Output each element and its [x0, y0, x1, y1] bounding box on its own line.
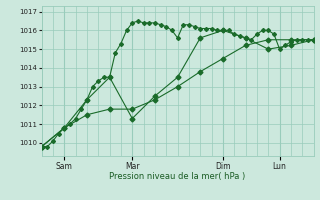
X-axis label: Pression niveau de la mer( hPa ): Pression niveau de la mer( hPa ) — [109, 172, 246, 181]
